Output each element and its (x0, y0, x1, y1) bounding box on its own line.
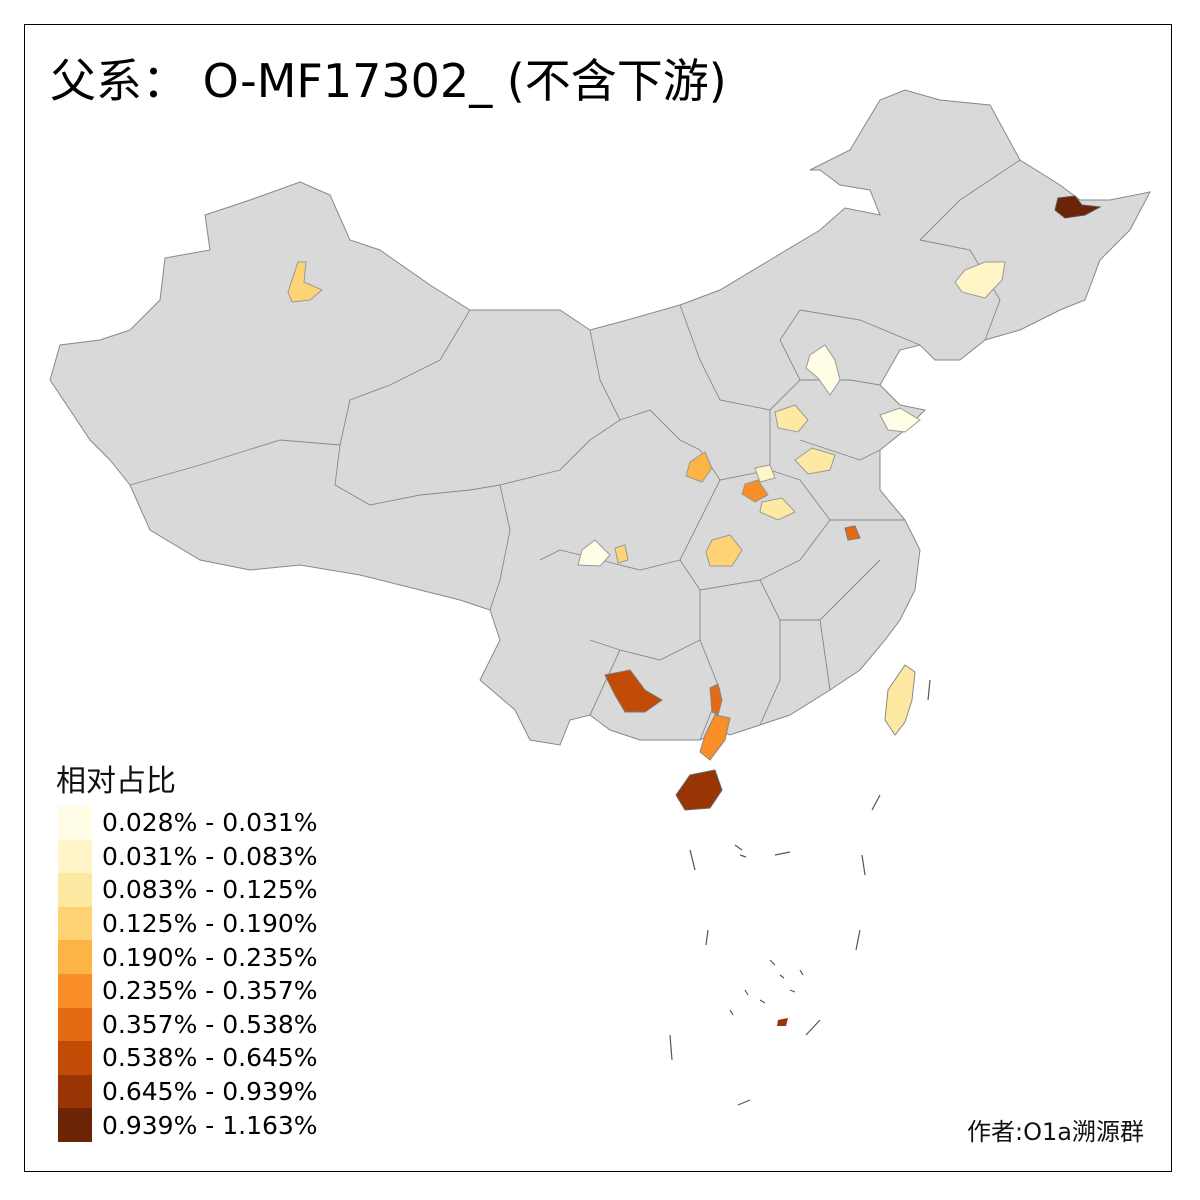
legend-swatch (58, 906, 92, 941)
legend: 0.028% - 0.031% 0.031% - 0.083% 0.083% -… (58, 806, 318, 1142)
region-heilongjiang (1054, 195, 1102, 219)
region-sichuan-east (614, 544, 629, 564)
legend-swatch (58, 839, 92, 874)
region-anhui (844, 525, 861, 541)
legend-swatch (58, 973, 92, 1008)
region-shaanxi (685, 451, 713, 483)
country-outline (49, 89, 1151, 746)
region-shandong (879, 407, 921, 433)
legend-label: 0.939% - 1.163% (102, 1110, 318, 1140)
region-hainan (675, 769, 723, 811)
region-henan-north (794, 447, 836, 475)
legend-item: 0.125% - 0.190% (58, 906, 318, 941)
region-jilin (954, 261, 1006, 299)
legend-item: 0.031% - 0.083% (58, 839, 318, 874)
legend-label: 0.028% - 0.031% (102, 808, 318, 838)
legend-item: 0.645% - 0.939% (58, 1074, 318, 1109)
region-henan-south (759, 497, 796, 521)
map-title: 父系： O-MF17302_ (不含下游) (50, 54, 727, 108)
legend-item: 0.357% - 0.538% (58, 1007, 318, 1042)
legend-item: 0.028% - 0.031% (58, 806, 318, 840)
legend-swatch (58, 1007, 92, 1042)
region-xinjiang (287, 261, 323, 303)
region-sichuan-west (577, 539, 611, 567)
region-guangdong-north (709, 683, 723, 716)
legend-swatch (58, 1041, 92, 1075)
region-guangxi (604, 669, 663, 713)
legend-label: 0.083% - 0.125% (102, 875, 318, 905)
author-credit: 作者:O1a溯源群 (967, 1118, 1144, 1146)
region-taiwan (884, 664, 916, 736)
region-shanxi (774, 404, 809, 433)
legend-swatch (58, 873, 92, 907)
legend-label: 0.125% - 0.190% (102, 909, 318, 939)
region-guangdong-south (699, 714, 731, 761)
legend-label: 0.538% - 0.645% (102, 1043, 318, 1073)
legend-label: 0.645% - 0.939% (102, 1077, 318, 1107)
legend-title: 相对占比 (56, 764, 176, 799)
legend-label: 0.031% - 0.083% (102, 841, 318, 871)
legend-swatch (58, 1074, 92, 1109)
region-hubei (705, 534, 743, 567)
legend-item: 0.538% - 0.645% (58, 1041, 318, 1075)
legend-swatch (58, 1108, 92, 1142)
region-south-sea-island (777, 1018, 788, 1026)
region-hebei (805, 344, 841, 396)
south-sea-islands (669, 679, 931, 1106)
region-henan (754, 464, 776, 483)
legend-swatch (58, 940, 92, 974)
legend-item: 0.083% - 0.125% (58, 873, 318, 907)
legend-label: 0.235% - 0.357% (102, 976, 318, 1006)
region-henan-west (741, 479, 769, 503)
legend-item: 0.939% - 1.163% (58, 1108, 318, 1142)
legend-label: 0.190% - 0.235% (102, 942, 318, 972)
legend-item: 0.190% - 0.235% (58, 940, 318, 974)
legend-label: 0.357% - 0.538% (102, 1009, 318, 1039)
legend-item: 0.235% - 0.357% (58, 973, 318, 1008)
legend-swatch (58, 806, 92, 840)
